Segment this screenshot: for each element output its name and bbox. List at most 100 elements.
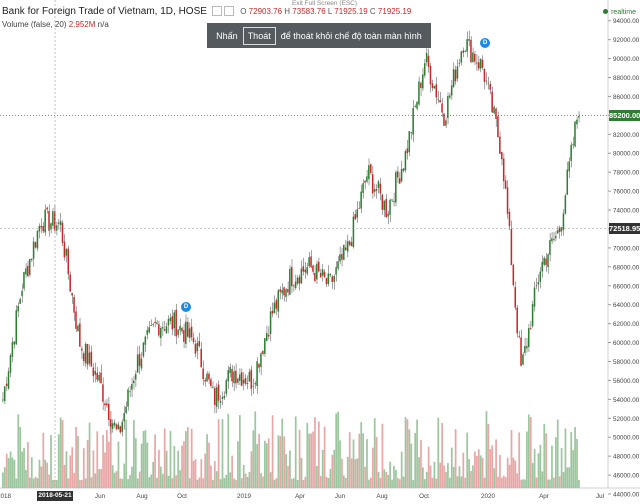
- candle-body: [321, 269, 324, 276]
- candle-body: [537, 282, 540, 285]
- candle-body: [506, 187, 509, 214]
- candle-body: [235, 370, 237, 384]
- volume-bar: [148, 477, 151, 488]
- candle-body: [404, 151, 407, 171]
- volume-bar: [377, 471, 380, 488]
- volume-bar: [395, 469, 397, 488]
- candle-body: [416, 101, 418, 109]
- volume-bar: [104, 452, 106, 488]
- candle-body: [568, 161, 570, 172]
- candle-body: [520, 337, 522, 366]
- volume-bar: [329, 469, 332, 488]
- volume-bar: [375, 437, 378, 488]
- candle-body: [477, 62, 480, 69]
- settings-icon[interactable]: [211, 6, 222, 17]
- volume-bar: [447, 463, 449, 488]
- volume-bar: [437, 417, 440, 488]
- volume-bar: [402, 476, 405, 488]
- candle-body: [445, 120, 447, 126]
- candle-body: [156, 322, 158, 324]
- candle-body: [67, 248, 70, 275]
- candle-body: [379, 183, 382, 194]
- exit-button[interactable]: Thoát: [242, 26, 276, 45]
- candle-body: [84, 343, 87, 364]
- volume-bar: [90, 477, 93, 488]
- candle-body: [553, 238, 555, 240]
- candle-body: [489, 84, 491, 90]
- volume-bar: [560, 448, 563, 488]
- candle-body: [339, 254, 341, 262]
- volume-bar: [167, 475, 170, 488]
- volume-bar: [192, 460, 195, 488]
- volume-bar: [398, 479, 401, 488]
- candle-body: [13, 341, 16, 345]
- dividend-event-icon[interactable]: D: [181, 302, 191, 312]
- candle-body: [240, 372, 243, 386]
- volume-bar: [94, 473, 97, 488]
- volume-bar: [161, 473, 164, 488]
- volume-bar: [327, 478, 330, 488]
- candle-body: [412, 108, 414, 135]
- volume-bar: [65, 451, 68, 488]
- candle-body: [196, 342, 199, 352]
- candle-body: [547, 254, 549, 267]
- y-tick-label: 68000.00: [613, 264, 640, 271]
- volume-bar: [136, 478, 139, 488]
- volume-bar: [495, 439, 497, 488]
- dividend-event-icon[interactable]: D: [480, 38, 490, 48]
- candle-body: [242, 379, 245, 384]
- realtime-indicator: realtime: [603, 9, 636, 16]
- volume-bar: [215, 471, 218, 488]
- volume-bar: [294, 416, 297, 488]
- volume-bar: [537, 453, 540, 488]
- candle-body: [198, 341, 201, 347]
- volume-bar: [364, 466, 366, 488]
- volume-bar: [423, 479, 426, 488]
- volume-bar: [551, 445, 553, 488]
- candle-body: [75, 311, 77, 329]
- volume-label[interactable]: Volume (false, 20): [2, 20, 67, 29]
- volume-bar: [420, 439, 422, 488]
- volume-bar: [325, 476, 328, 488]
- volume-bar: [59, 417, 62, 488]
- volume-bar: [44, 459, 47, 488]
- candle-body: [356, 209, 359, 218]
- volume-bar: [466, 432, 469, 488]
- volume-bar: [448, 477, 451, 488]
- symbol-title[interactable]: Bank for Foreign Trade of Vietnam, 1D, H…: [2, 6, 207, 17]
- y-tick-label: 62000.00: [613, 321, 640, 328]
- candle-body: [233, 371, 235, 384]
- candle-body: [435, 84, 438, 98]
- candle-body: [369, 164, 372, 173]
- volume-bar: [474, 451, 476, 488]
- candle-body: [117, 424, 120, 430]
- candle-body: [19, 298, 21, 304]
- volume-bar: [396, 477, 399, 488]
- volume-bar: [323, 426, 326, 488]
- candle-body: [267, 334, 270, 337]
- volume-bar: [504, 477, 507, 488]
- volume-bar: [344, 477, 347, 488]
- candle-body: [194, 343, 197, 354]
- volume-bar: [406, 419, 409, 488]
- volume-bar: [524, 479, 526, 488]
- candle-body: [452, 69, 455, 87]
- volume-bar: [304, 476, 307, 488]
- candle-body: [77, 325, 79, 332]
- candle-body: [210, 379, 212, 387]
- visibility-icon[interactable]: [223, 6, 234, 17]
- volume-bar: [316, 465, 318, 488]
- candle-body: [479, 59, 482, 69]
- candle-body: [375, 188, 378, 191]
- y-tick-label: 82000.00: [613, 132, 640, 139]
- candle-body: [429, 65, 432, 85]
- candle-body: [94, 370, 97, 375]
- volume-bar: [183, 441, 185, 488]
- candle-body: [414, 106, 416, 107]
- y-tick-label: 88000.00: [613, 75, 640, 82]
- candle-body: [302, 266, 305, 272]
- volume-bar: [341, 458, 343, 488]
- candle-body: [431, 83, 434, 89]
